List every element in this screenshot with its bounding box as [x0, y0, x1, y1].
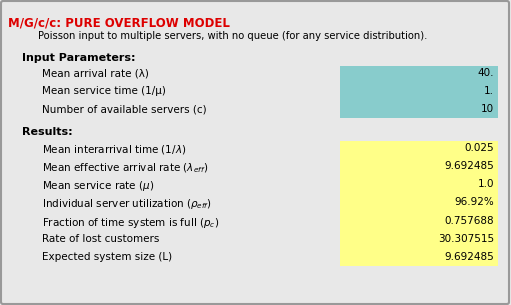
- FancyBboxPatch shape: [340, 66, 498, 118]
- Text: 1.: 1.: [484, 86, 494, 96]
- Text: 30.307515: 30.307515: [438, 234, 494, 244]
- Text: Individual server utilization ($\rho_{eff}$): Individual server utilization ($\rho_{ef…: [42, 197, 212, 211]
- Text: 0.025: 0.025: [464, 143, 494, 153]
- Text: Mean effective arrival rate ($\lambda_{eff}$): Mean effective arrival rate ($\lambda_{e…: [42, 161, 208, 174]
- Text: Expected system size (L): Expected system size (L): [42, 252, 172, 262]
- Text: Mean interarrival time (1/$\lambda$): Mean interarrival time (1/$\lambda$): [42, 143, 187, 156]
- Text: Rate of lost customers: Rate of lost customers: [42, 234, 159, 244]
- Text: Mean service time (1/μ): Mean service time (1/μ): [42, 86, 166, 96]
- Text: Number of available servers (c): Number of available servers (c): [42, 104, 206, 114]
- Text: 9.692485: 9.692485: [444, 252, 494, 262]
- Text: Mean arrival rate (λ): Mean arrival rate (λ): [42, 68, 149, 78]
- Text: Poisson input to multiple servers, with no queue (for any service distribution).: Poisson input to multiple servers, with …: [38, 31, 427, 41]
- Text: Fraction of time system is full ($p_c$): Fraction of time system is full ($p_c$): [42, 216, 219, 230]
- Text: M/G/c/c: PURE OVERFLOW MODEL: M/G/c/c: PURE OVERFLOW MODEL: [8, 16, 230, 29]
- Text: 9.692485: 9.692485: [444, 161, 494, 171]
- Text: 96.92%: 96.92%: [454, 197, 494, 207]
- Text: 40.: 40.: [477, 68, 494, 78]
- Text: 10: 10: [481, 104, 494, 114]
- Text: Mean service rate ($\mu$): Mean service rate ($\mu$): [42, 179, 154, 193]
- FancyBboxPatch shape: [340, 141, 498, 266]
- Text: 0.757688: 0.757688: [445, 216, 494, 226]
- Text: 1.0: 1.0: [477, 179, 494, 189]
- Text: Results:: Results:: [22, 127, 73, 137]
- Text: Input Parameters:: Input Parameters:: [22, 53, 135, 63]
